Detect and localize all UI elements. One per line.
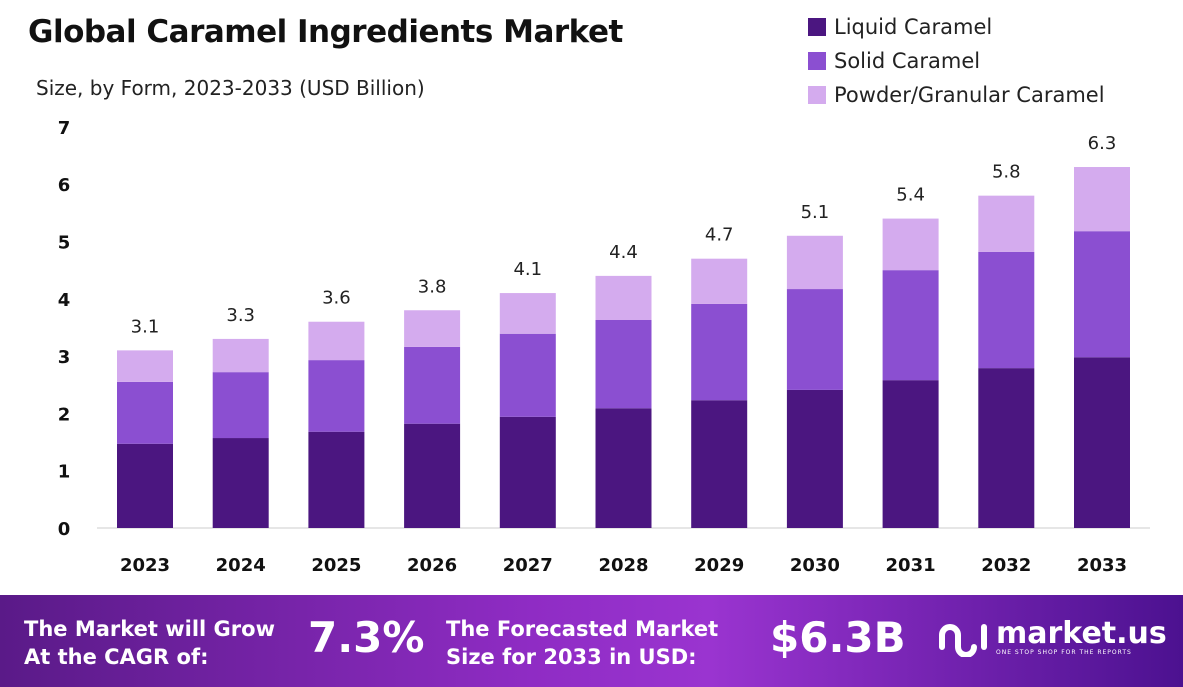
legend-item: Solid Caramel — [808, 44, 1105, 78]
market-us-logo: market.us ONE STOP SHOP FOR THE REPORTS — [938, 617, 1167, 657]
legend-label: Solid Caramel — [834, 49, 981, 73]
data-label: 5.4 — [896, 185, 925, 206]
bar-segment — [595, 408, 652, 528]
bar-segment — [212, 338, 269, 373]
y-tick-label: 0 — [58, 519, 71, 540]
data-label: 3.3 — [226, 305, 255, 326]
bar-segment — [117, 443, 173, 528]
legend-swatch — [808, 18, 826, 36]
x-tick-label: 2028 — [598, 555, 648, 576]
bar-segment — [404, 310, 461, 347]
bar-segment — [212, 438, 269, 528]
footer-banner: The Market will Grow At the CAGR of: 7.3%… — [0, 595, 1183, 687]
bar-segment — [1074, 231, 1130, 358]
legend-label: Liquid Caramel — [834, 15, 993, 39]
x-tick-label: 2031 — [886, 555, 936, 576]
legend-label: Powder/Granular Caramel — [834, 83, 1105, 107]
bar-segment — [117, 350, 173, 382]
bar-segment — [499, 293, 556, 334]
bar-segment — [786, 235, 843, 290]
y-tick-label: 5 — [58, 233, 71, 254]
data-label: 5.1 — [801, 202, 830, 223]
bar-segment — [595, 320, 652, 409]
stacked-bar-chart: 0 1 2 3 4 5 6 7 3.1 2023 3.3 2024 3.6 2025 3.8 2026 4.1 2… — [58, 118, 1150, 576]
data-label: 4.1 — [513, 259, 542, 280]
y-tick-label: 2 — [58, 404, 71, 425]
data-label: 3.6 — [322, 288, 351, 309]
data-label: 4.4 — [609, 242, 638, 263]
y-tick-label: 7 — [58, 118, 71, 139]
bar-segment — [1074, 357, 1130, 528]
chart-subtitle: Size, by Form, 2023-2033 (USD Billion) — [36, 76, 425, 100]
legend-item: Powder/Granular Caramel — [808, 78, 1105, 112]
bar-segment — [499, 333, 556, 417]
legend-item: Liquid Caramel — [808, 10, 1105, 44]
bar-segment — [404, 346, 461, 424]
bar-segment — [308, 321, 365, 361]
data-label: 4.7 — [705, 225, 734, 246]
legend-swatch — [808, 52, 826, 70]
bar-segment — [691, 303, 748, 401]
x-tick-label: 2030 — [790, 555, 840, 576]
logo-text: market.us — [996, 615, 1167, 651]
data-label: 5.8 — [992, 162, 1021, 183]
bar-segment — [786, 289, 843, 390]
x-tick-label: 2033 — [1077, 555, 1127, 576]
y-tick-label: 4 — [58, 290, 71, 311]
cagr-label-line1: The Market will Grow — [24, 617, 275, 641]
x-tick-label: 2032 — [981, 555, 1031, 576]
bar-segment — [308, 360, 365, 432]
logo-icon — [939, 624, 987, 657]
legend: Liquid Caramel Solid Caramel Powder/Granul… — [808, 10, 1105, 112]
chart-title: Global Caramel Ingredients Market — [28, 14, 623, 50]
data-label: 3.1 — [131, 316, 160, 337]
bar-segment — [691, 400, 748, 528]
bar-segment — [117, 381, 173, 444]
y-tick-label: 6 — [58, 175, 71, 196]
bar-segment — [308, 431, 365, 528]
cagr-label-line2: At the CAGR of: — [24, 645, 209, 669]
cagr-label: The Market will Grow At the CAGR of: — [24, 615, 275, 671]
y-tick-label: 3 — [58, 347, 71, 368]
bar-segment — [212, 372, 269, 439]
x-tick-label: 2026 — [407, 555, 457, 576]
bar-segment — [595, 275, 652, 321]
forecast-label-line1: The Forecasted Market — [446, 617, 719, 641]
bar-segment — [978, 195, 1035, 252]
x-tick-label: 2024 — [216, 555, 266, 576]
data-label: 6.3 — [1088, 133, 1117, 154]
x-tick-label: 2025 — [311, 555, 361, 576]
bar-segment — [978, 251, 1035, 369]
legend-swatch — [808, 86, 826, 104]
forecast-label: The Forecasted Market Size for 2033 in US… — [446, 615, 718, 671]
bar-segment — [404, 423, 461, 528]
x-tick-label: 2027 — [503, 555, 553, 576]
logo-tagline: ONE STOP SHOP FOR THE REPORTS — [996, 648, 1132, 656]
x-tick-label: 2029 — [694, 555, 744, 576]
forecast-label-line2: Size for 2033 in USD: — [446, 645, 697, 669]
bar-segment — [978, 368, 1035, 528]
data-label: 3.8 — [418, 276, 447, 297]
bar-segment — [1074, 167, 1130, 232]
bar-segment — [786, 389, 843, 528]
x-tick-label: 2023 — [120, 555, 170, 576]
bar-segment — [882, 270, 939, 381]
bar-segment — [882, 218, 939, 271]
y-tick-label: 1 — [58, 462, 71, 483]
bar-segment — [882, 380, 939, 528]
forecast-value: $6.3B — [770, 613, 906, 662]
bar-segment — [691, 258, 748, 304]
cagr-value: 7.3% — [308, 613, 425, 662]
bar-segment — [499, 416, 556, 528]
